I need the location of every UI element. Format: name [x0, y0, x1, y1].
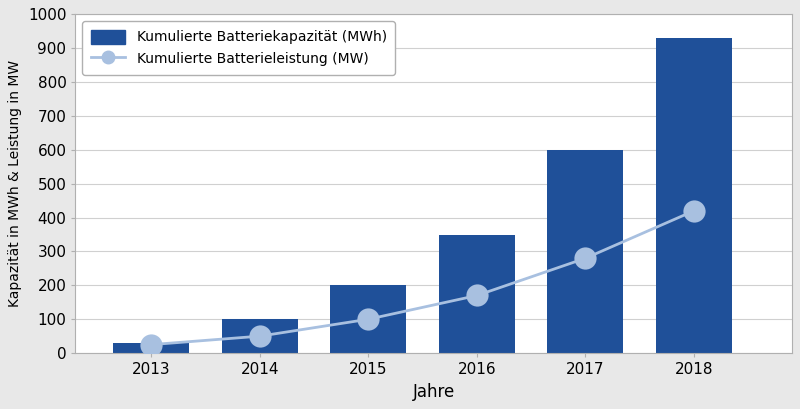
Legend: Kumulierte Batteriekapazität (MWh), Kumulierte Batterieleistung (MW): Kumulierte Batteriekapazität (MWh), Kumu… [82, 21, 395, 74]
Kumulierte Batterieleistung (MW) [581, 256, 590, 261]
Bar [114, 343, 190, 353]
Kumulierte Batterieleistung (MW) [472, 293, 482, 298]
Kumulierte Batterieleistung (MW) [364, 317, 374, 321]
Bar [547, 150, 623, 353]
X-axis label: Jahre: Jahre [413, 383, 454, 401]
Bar [656, 38, 732, 353]
Bar [439, 234, 515, 353]
Kumulierte Batterieleistung (MW) [689, 208, 698, 213]
Kumulierte Batterieleistung (MW) [255, 334, 265, 339]
Bar [222, 319, 298, 353]
Bar [330, 285, 406, 353]
Line: Kumulierte Batterieleistung (MW): Kumulierte Batterieleistung (MW) [140, 200, 705, 356]
Y-axis label: Kapazität in MWh & Leistung in MW: Kapazität in MWh & Leistung in MW [8, 60, 22, 307]
Kumulierte Batterieleistung (MW) [146, 342, 156, 347]
